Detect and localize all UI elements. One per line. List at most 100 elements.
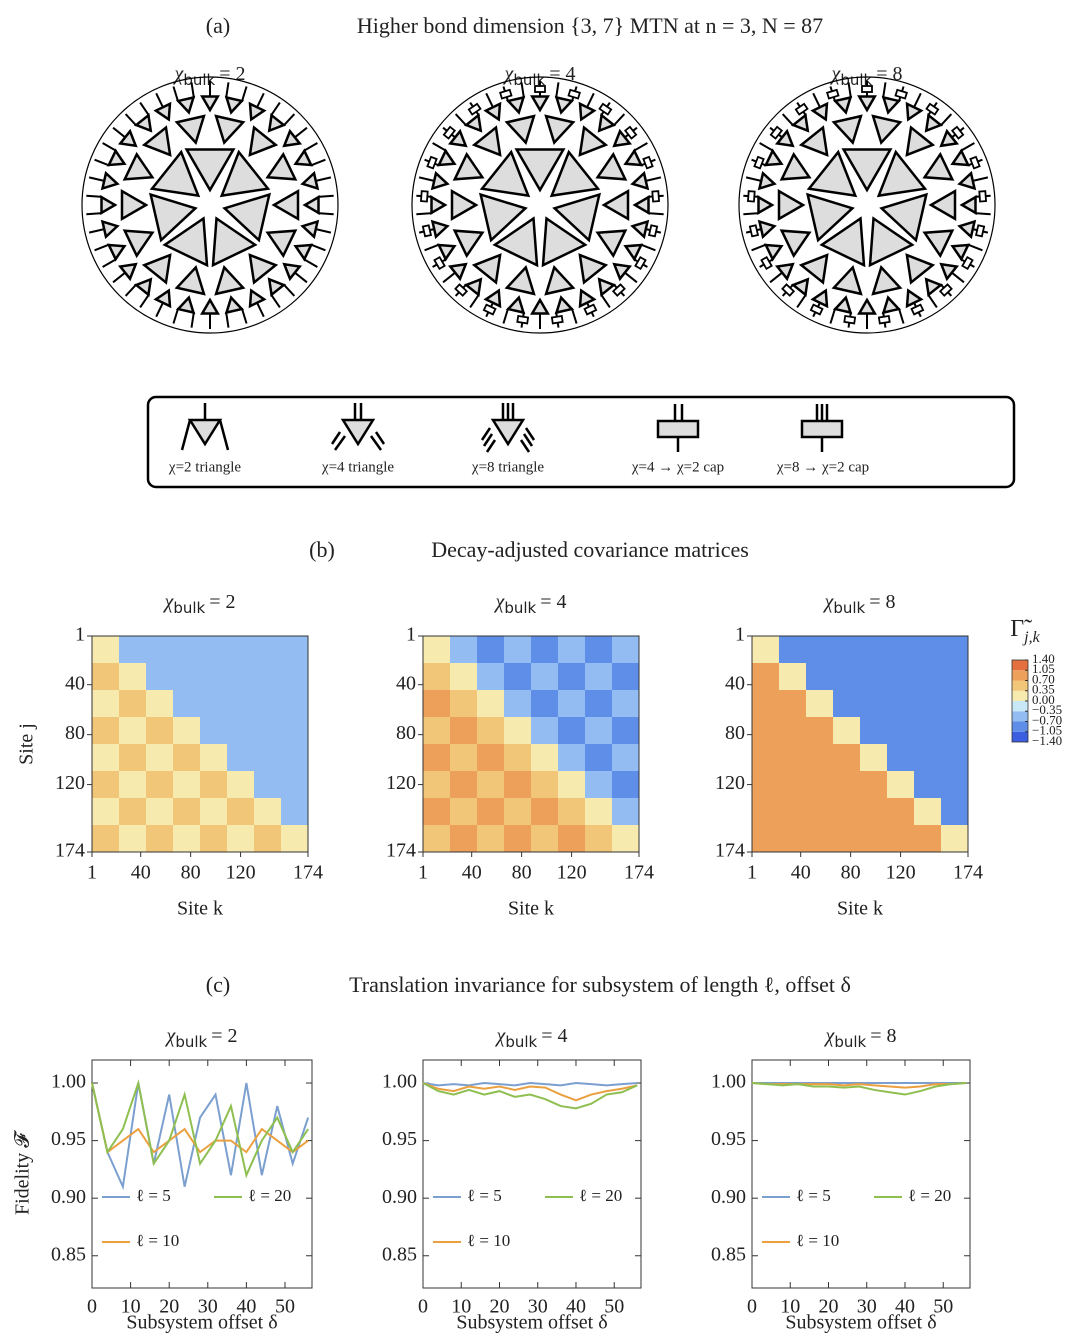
cap: [826, 88, 840, 100]
x-axis-label: Site k: [177, 898, 223, 920]
heatmap-cell: [941, 771, 969, 799]
y-tick-label: 174: [386, 840, 416, 862]
tensor: [436, 243, 457, 262]
leg: [310, 243, 326, 252]
heatmap-cell: [423, 771, 451, 799]
heatmap-cell: [281, 717, 309, 745]
cap: [442, 125, 457, 140]
tensor: [219, 149, 271, 198]
chart-title: χbulk = 4: [495, 1025, 568, 1051]
legend-label: ℓ = 10: [136, 1231, 179, 1250]
colorbar-bin: [1012, 711, 1028, 722]
panel-title: Higher bond dimension {3, 7} MTN at n = …: [357, 13, 823, 38]
leg: [897, 307, 905, 324]
heatmap-cell: [558, 798, 586, 826]
chart-title: χbulk = 4: [494, 591, 567, 617]
x-tick-label: 40: [791, 862, 811, 884]
tensor: [200, 297, 220, 315]
tensor: [248, 253, 279, 285]
cap: [877, 314, 891, 325]
leg: [317, 194, 334, 198]
y-tick-label: 1: [406, 624, 416, 646]
y-tick-label: 0.85: [382, 1243, 417, 1265]
leg: [520, 82, 525, 99]
heatmap-cell: [200, 690, 228, 718]
disk: [738, 76, 996, 334]
leg: [418, 176, 435, 182]
heatmap-cell: [227, 690, 255, 718]
leg: [88, 228, 105, 234]
tessellation: [81, 76, 339, 334]
chart-title: χbulk = 2: [163, 591, 236, 617]
heatmap-cell: [504, 825, 532, 853]
leg: [829, 307, 837, 324]
heatmap-cell: [119, 690, 147, 718]
leg: [190, 311, 195, 328]
y-tick-label: 174: [55, 840, 85, 862]
colorbar-bin: [1012, 690, 1028, 701]
legend-box: [146, 395, 1016, 489]
chart-title: χbulk = 8: [824, 1025, 897, 1051]
heatmap-cell: [752, 636, 780, 664]
tensor: [302, 195, 320, 215]
heatmap-cell: [119, 636, 147, 664]
tensor: [601, 188, 630, 222]
x-tick-label: 174: [293, 862, 323, 884]
tensor: [106, 148, 127, 167]
leg: [102, 258, 117, 268]
heatmap-cell: [612, 798, 640, 826]
cap: [634, 255, 647, 271]
y-tick-label: 120: [55, 772, 85, 794]
heatmap-cell: [254, 717, 282, 745]
heatmap-cell: [914, 771, 942, 799]
x-tick-label: 10: [121, 1296, 141, 1318]
heatmap-cell: [200, 663, 228, 691]
y-axis-label: Site j: [16, 723, 38, 765]
heatmap-cell: [585, 744, 613, 772]
tensor: [595, 229, 628, 259]
heatmap-cell: [146, 690, 174, 718]
y-tick-label: 40: [396, 672, 416, 694]
y-tick-label: 1.00: [382, 1071, 417, 1093]
cap: [623, 125, 638, 140]
heatmap-cell: [477, 636, 505, 664]
heatmap-cell: [92, 636, 120, 664]
colorbar-bin: [1012, 670, 1028, 681]
colorbar-bin: [1012, 680, 1028, 691]
heatmap-cell: [531, 663, 559, 691]
tensor: [871, 114, 903, 146]
tensor: [763, 243, 784, 262]
heatmap-cell: [531, 771, 559, 799]
plot-frame: [751, 1059, 971, 1289]
cap: [482, 303, 497, 316]
heatmap-cell: [200, 717, 228, 745]
tensor: [293, 243, 314, 262]
cap: [534, 85, 546, 93]
x-tick-label: 40: [131, 862, 151, 884]
heatmap-cell: [806, 798, 834, 826]
heatmap-cell: [173, 690, 201, 718]
cap: [598, 102, 613, 116]
tensor: [819, 216, 866, 268]
disk: [411, 76, 669, 334]
series-line: [422, 1082, 638, 1102]
leg: [745, 176, 762, 182]
tensor: [779, 151, 812, 181]
heatmap-cell: [504, 771, 532, 799]
heatmap-cell: [779, 663, 807, 691]
heatmap-cell: [254, 825, 282, 853]
y-tick-label: 0.90: [711, 1186, 746, 1208]
cap: [419, 190, 429, 203]
x-tick-label: 0: [418, 1296, 428, 1318]
cap: [781, 283, 796, 297]
tensor: [224, 295, 245, 315]
tensor: [939, 262, 960, 282]
heatmap-cell: [752, 771, 780, 799]
chart-title-part: χ: [163, 591, 175, 613]
tensor: [141, 253, 172, 285]
diagram-title-part: = 2: [219, 63, 245, 85]
leg: [255, 301, 265, 318]
heatmap-cell: [941, 798, 969, 826]
heatmap-cell: [612, 744, 640, 772]
heatmap-cell: [585, 771, 613, 799]
